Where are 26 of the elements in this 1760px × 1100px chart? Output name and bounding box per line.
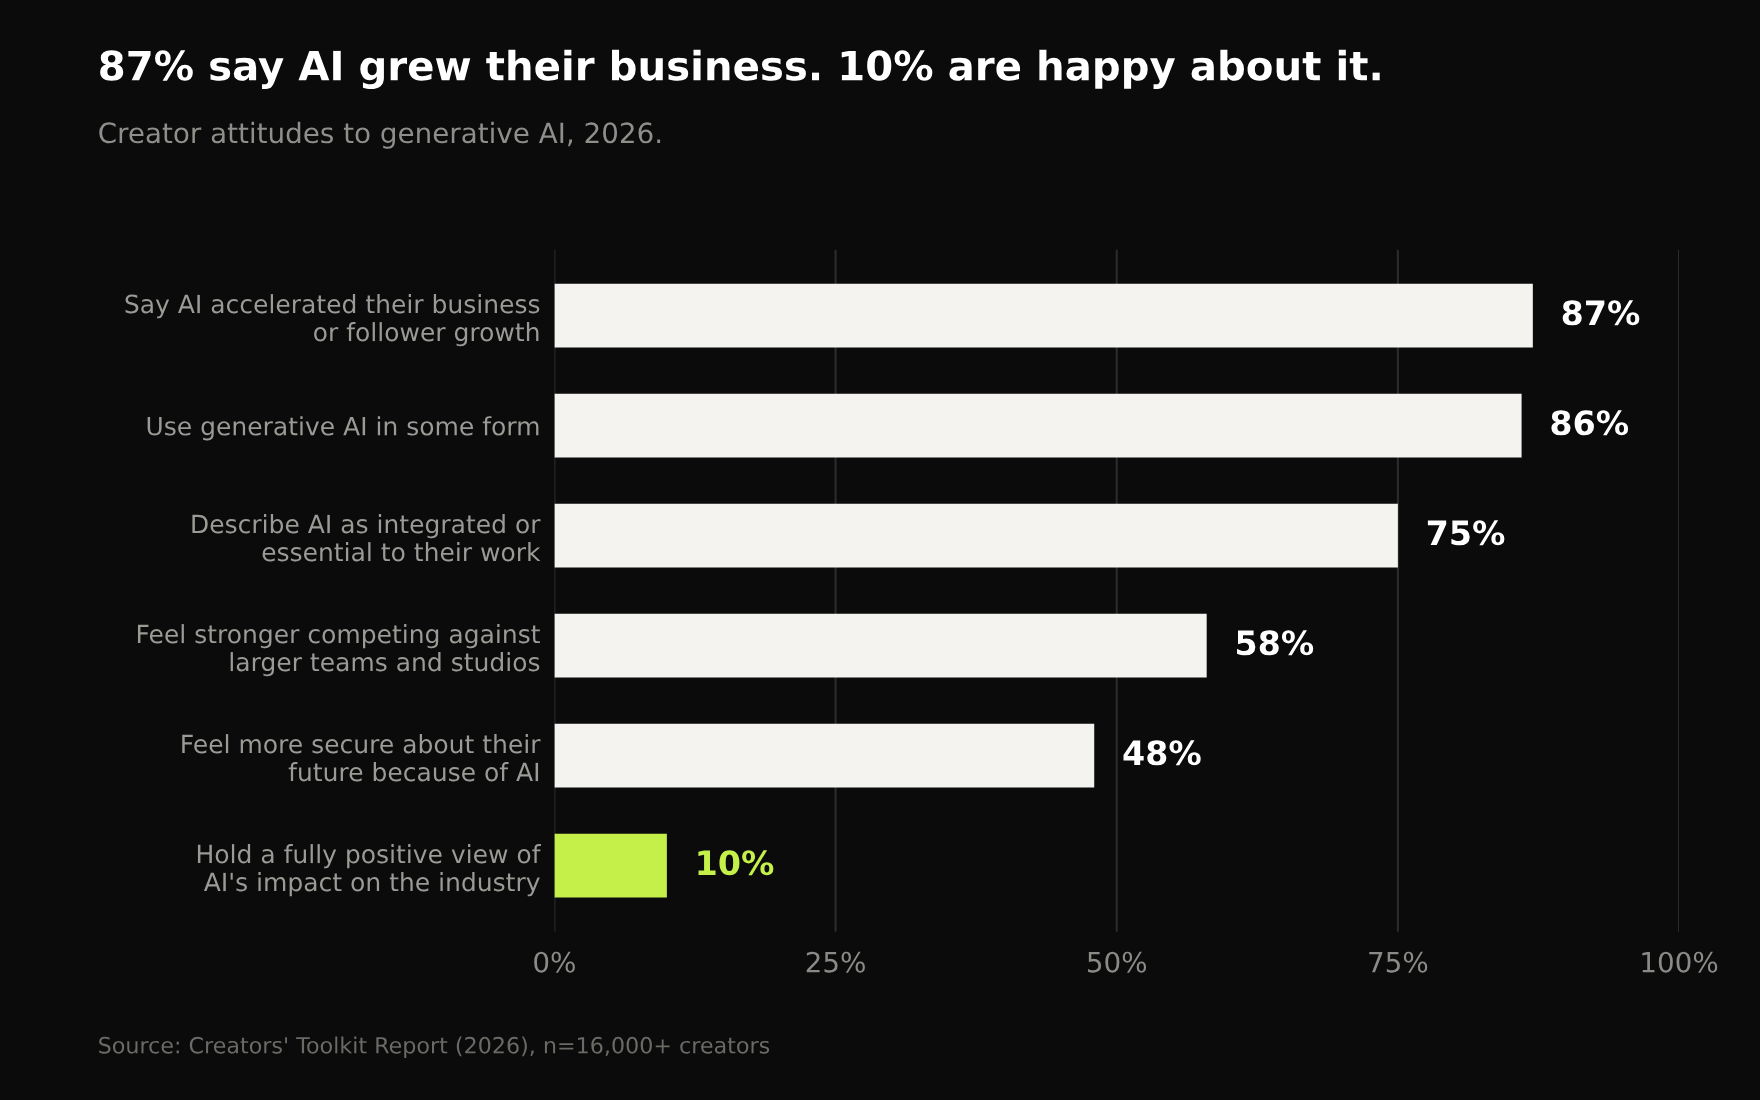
x-tick-label: 0% xyxy=(534,951,575,973)
bar xyxy=(554,393,1522,458)
y-tick-label: Use generative AI in some form xyxy=(147,416,539,441)
data-label: 48% xyxy=(1123,740,1201,766)
data-label: 10% xyxy=(698,850,774,876)
x-tick-label: 100% xyxy=(1642,951,1718,973)
bar xyxy=(554,283,1533,348)
y-tick-label: Describe AI as integrated or essential to their work xyxy=(192,514,541,562)
bar xyxy=(554,723,1095,788)
x-tick-label: 75% xyxy=(1369,951,1428,973)
bar xyxy=(554,503,1398,568)
data-label: 86% xyxy=(1551,410,1629,436)
data-label: 58% xyxy=(1237,630,1314,656)
x-tick-label: 50% xyxy=(1087,951,1147,973)
source-note: Source: Creators' Toolkit Report (2026), n=16,000+ creators xyxy=(99,1036,770,1058)
bar xyxy=(554,833,667,898)
y-tick-label: Say AI accelerated their business or follower growth xyxy=(125,294,540,347)
chart-subtitle: Creator attitudes to generative AI, 2026. xyxy=(99,121,661,149)
y-tick-label: Feel stronger competing against larger teams and studios xyxy=(137,624,540,677)
y-tick-label: Feel more secure about their future because of AI xyxy=(182,734,541,782)
chart-title: 87% say AI grew their business. 10% are happy about it. xyxy=(100,49,1380,89)
x-tick-label: 25% xyxy=(806,951,865,973)
data-label: 87% xyxy=(1562,300,1640,326)
data-label: 75% xyxy=(1427,520,1505,546)
y-tick-label: Hold a fully positive view of AI's impact on the industry xyxy=(197,844,541,897)
bar xyxy=(554,613,1207,678)
